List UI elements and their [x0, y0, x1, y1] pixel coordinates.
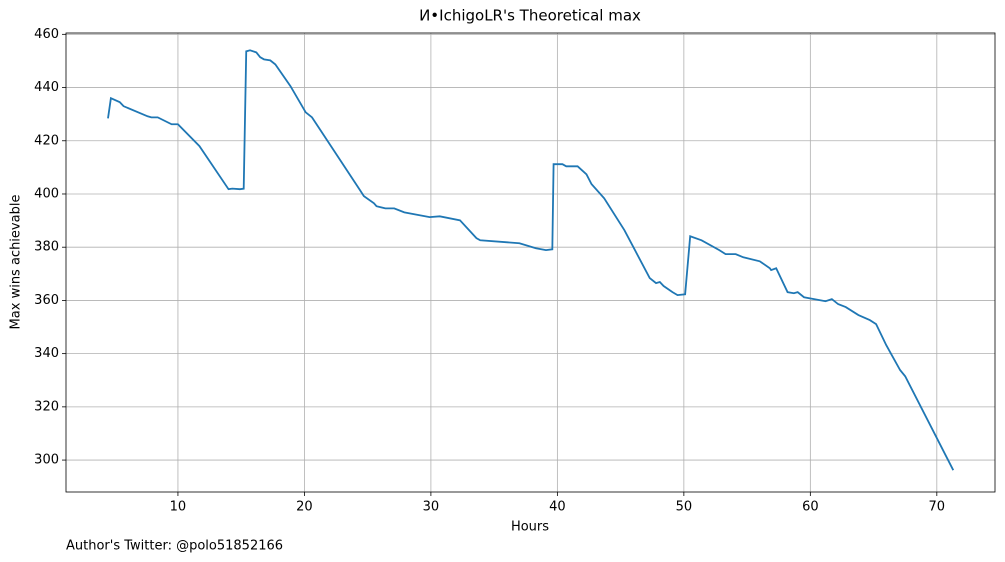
y-tick-label: 420 [34, 133, 59, 148]
y-axis-label: Max wins achievable [9, 195, 24, 330]
y-tick-label: 360 [34, 293, 59, 308]
x-axis-label: Hours [511, 520, 549, 535]
x-tick-label: 10 [170, 500, 187, 515]
chart-title: И•IchigoLR's Theoretical max [419, 7, 641, 25]
y-tick-label: 440 [34, 80, 59, 95]
x-tick-label: 40 [549, 500, 566, 515]
y-tick-label: 300 [34, 453, 59, 468]
x-tick-label: 70 [929, 500, 946, 515]
x-tick-label: 60 [802, 500, 819, 515]
plot-frame [65, 32, 996, 493]
y-tick-label: 400 [34, 186, 59, 201]
x-tick-label: 30 [423, 500, 440, 515]
x-tick-label: 50 [676, 500, 693, 515]
y-tick-label: 340 [34, 346, 59, 361]
x-tick-label: 20 [296, 500, 313, 515]
y-tick-label: 460 [34, 27, 59, 42]
y-tick-label: 320 [34, 399, 59, 414]
data-line [107, 49, 955, 471]
footnote: Author's Twitter: @polo51852166 [66, 539, 283, 554]
y-tick-label: 380 [34, 240, 59, 255]
